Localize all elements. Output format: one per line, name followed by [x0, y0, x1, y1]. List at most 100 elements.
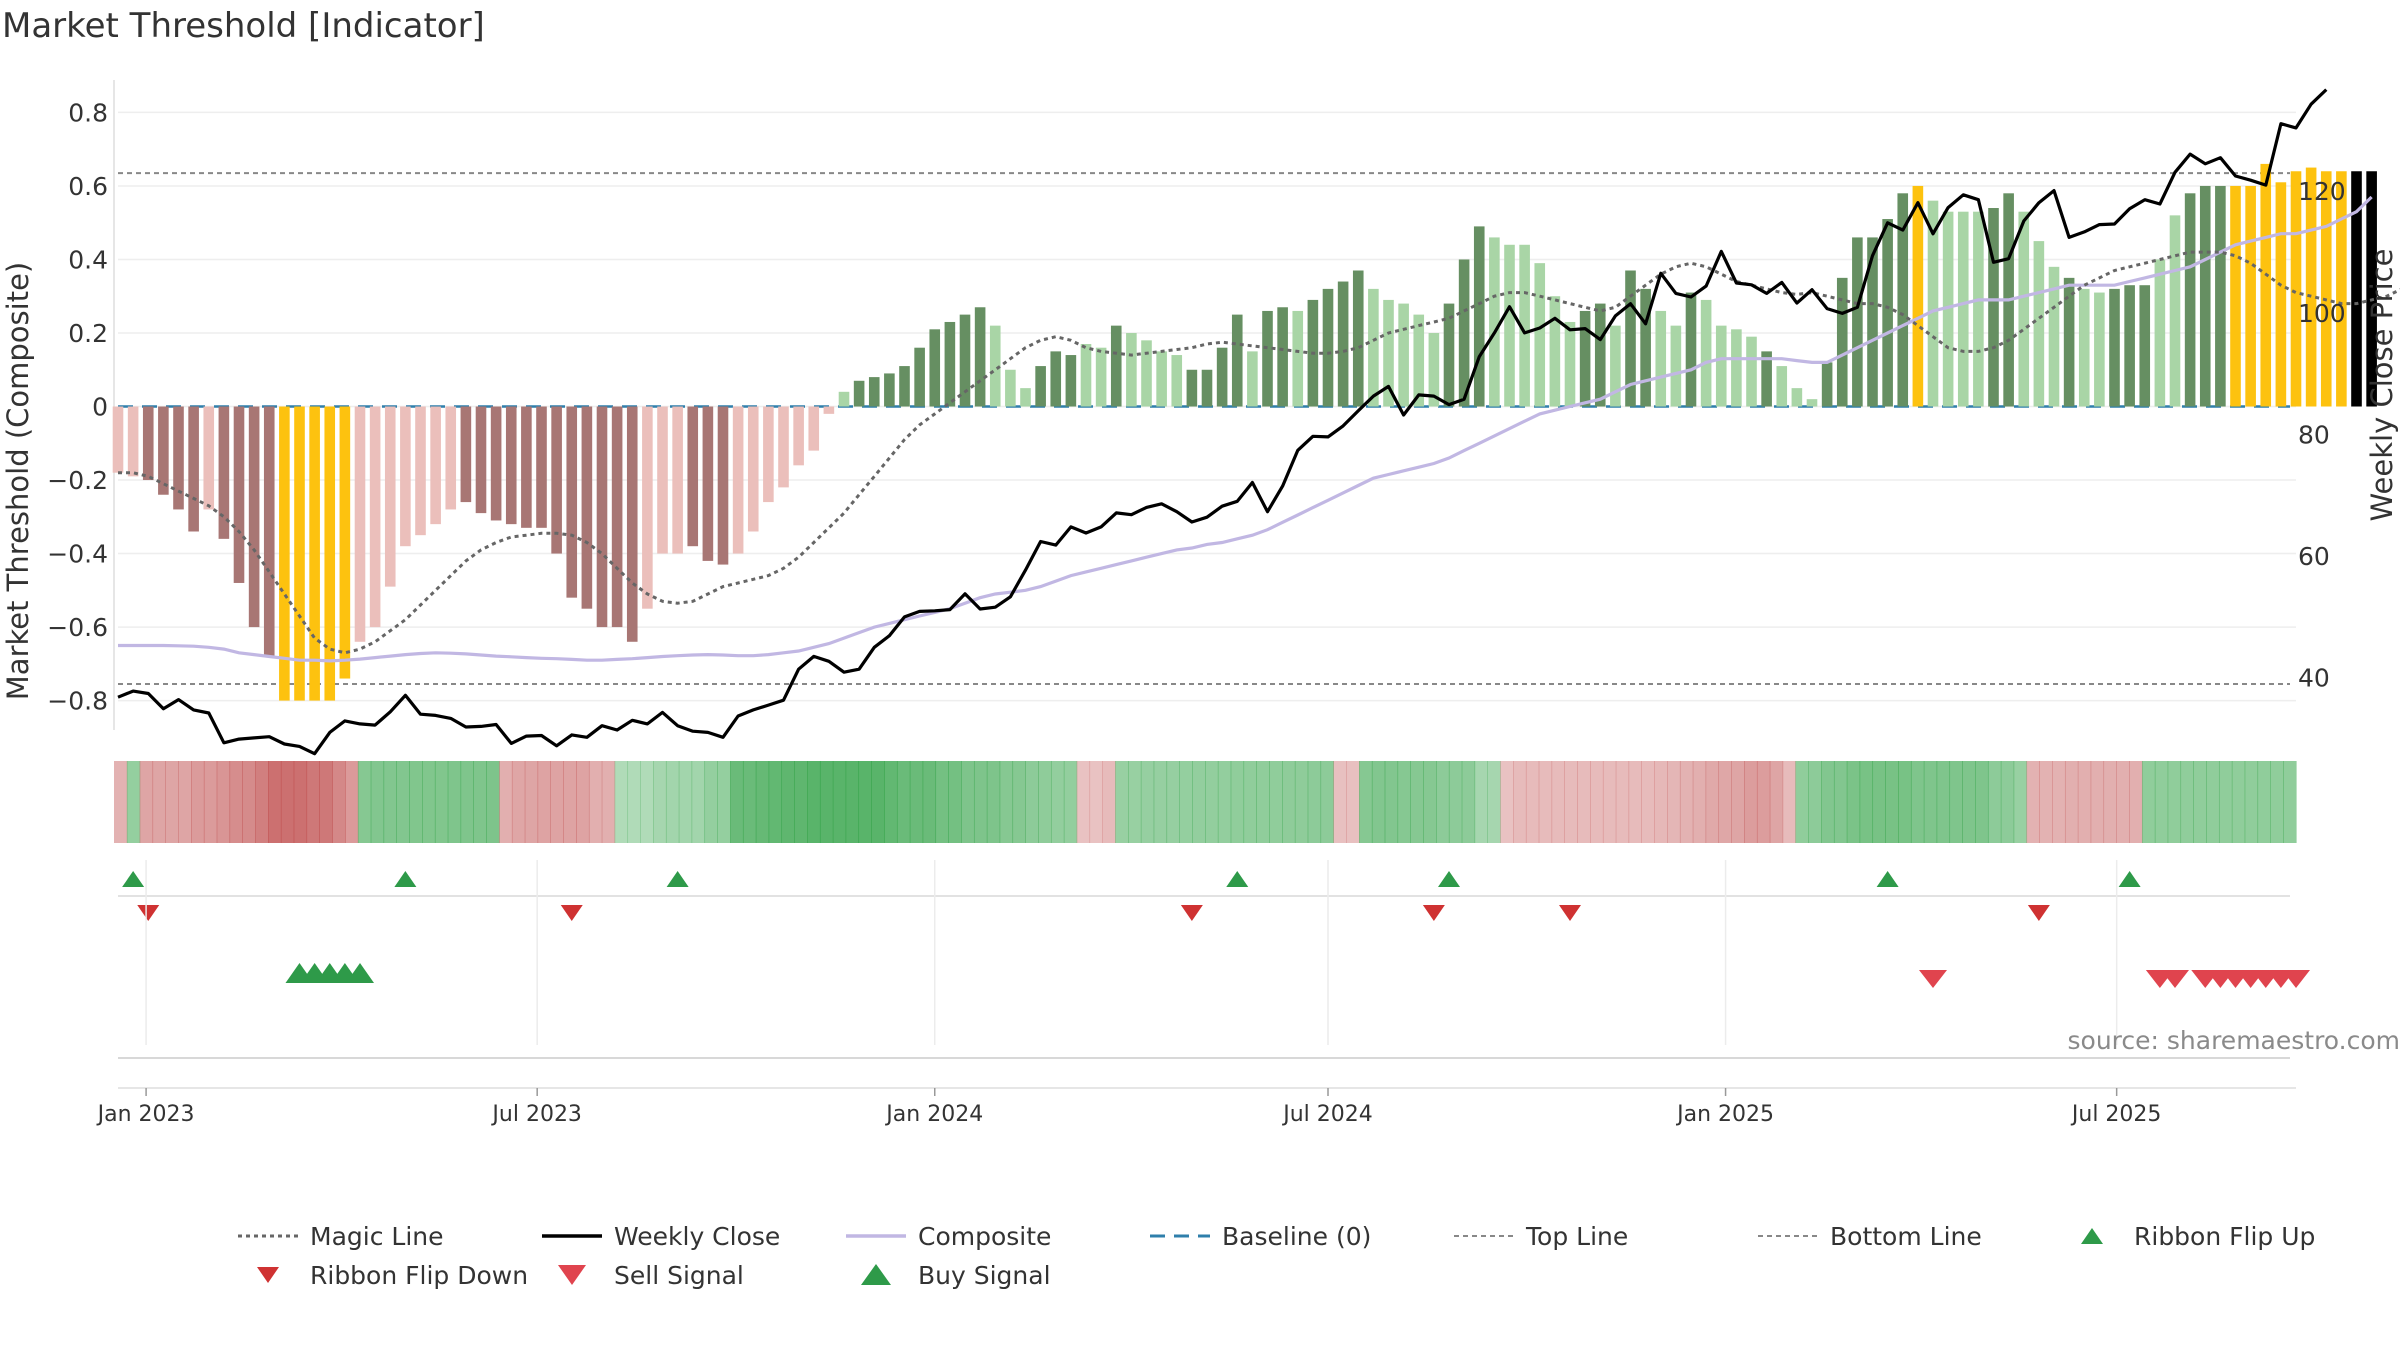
ribbon-cell	[1654, 761, 1668, 843]
threshold-bar	[536, 406, 547, 528]
ribbon-cell	[1731, 761, 1745, 843]
ribbon-cell	[2283, 761, 2297, 843]
threshold-bar	[838, 391, 850, 407]
threshold-bar	[248, 406, 260, 628]
threshold-bar	[551, 406, 562, 554]
legend-item: Ribbon Flip Up	[2081, 1222, 2315, 1251]
ribbon-cell	[1102, 761, 1116, 843]
ribbon-cell	[1975, 761, 1989, 843]
threshold-bar	[2351, 171, 2362, 407]
threshold-bar	[1504, 244, 1515, 407]
ribbon-cell	[2206, 761, 2220, 843]
ribbon-cell	[2270, 761, 2284, 843]
x-axis-ticks: Jan 2023 Jul 2023 Jan 2024 Jul 2024 Jan 2025…	[96, 860, 2161, 1127]
ribbon-cell	[1076, 761, 1091, 843]
threshold-bar	[2215, 185, 2226, 407]
ribbon-cell	[1577, 761, 1591, 843]
ribbon-cell	[576, 761, 590, 843]
y2-tick-label: 100	[2298, 299, 2346, 328]
ribbon-cell	[537, 761, 551, 843]
threshold-bar	[672, 406, 683, 554]
ribbon-cell	[2218, 761, 2233, 843]
ribbon-cell	[1846, 761, 1861, 843]
ribbon-flip-up-marker	[2118, 871, 2141, 887]
ribbon-cell	[2116, 761, 2130, 843]
ribbon-cell	[1987, 761, 2002, 843]
ribbon-cell	[524, 761, 539, 843]
ribbon-cell	[268, 761, 282, 843]
ribbon-cell	[178, 761, 192, 843]
ribbon-cell	[614, 761, 629, 843]
ribbon-cell	[1423, 761, 1437, 843]
signal-markers	[118, 871, 2310, 1089]
ribbon-strip	[114, 761, 2297, 843]
y2-tick-label: 60	[2298, 542, 2330, 571]
threshold-bar	[793, 406, 804, 466]
ribbon-cell	[640, 761, 654, 843]
ribbon-cell	[858, 761, 872, 843]
ribbon-cell	[922, 761, 937, 843]
threshold-bar	[2260, 163, 2272, 407]
threshold-bar	[142, 406, 154, 481]
threshold-bar	[1973, 211, 1984, 407]
threshold-bar	[1700, 299, 1712, 407]
threshold-bar	[1791, 388, 1803, 407]
ribbon-cell	[332, 761, 346, 843]
right-axis-ticks: 120 100 80 60 40	[2298, 177, 2346, 693]
threshold-bar	[2033, 241, 2045, 407]
y-tick-label: 0.2	[68, 319, 108, 348]
ribbon-cell	[1115, 761, 1129, 843]
threshold-bar	[324, 406, 336, 701]
legend-item: Buy Signal	[861, 1261, 1051, 1290]
ribbon-cell	[1628, 761, 1642, 843]
threshold-bar	[747, 406, 759, 532]
legend-label: Bottom Line	[1830, 1222, 1982, 1251]
ribbon-flip-down-marker	[1180, 905, 1203, 921]
ribbon-cell	[1615, 761, 1630, 843]
ribbon-cell	[1166, 761, 1180, 843]
ribbon-cell	[1192, 761, 1206, 843]
threshold-bar	[430, 406, 441, 525]
threshold-bar	[884, 373, 895, 407]
ribbon-cell	[126, 761, 141, 843]
ribbon-cell	[1243, 761, 1257, 843]
threshold-bar	[1443, 303, 1455, 407]
threshold-bar	[1020, 388, 1031, 407]
ribbon-cell	[807, 761, 821, 843]
ribbon-cell	[871, 761, 885, 843]
threshold-bar	[1685, 292, 1697, 407]
y2-tick-label: 40	[2298, 664, 2330, 693]
threshold-bar	[1489, 237, 1500, 407]
threshold-bar	[687, 406, 699, 547]
legend-label: Magic Line	[310, 1222, 444, 1251]
threshold-bar	[1065, 355, 1077, 407]
threshold-bar	[490, 406, 502, 521]
ribbon-cell	[1140, 761, 1155, 843]
ribbon-cell	[1307, 761, 1322, 843]
x-tick-label: Jan 2025	[1675, 1102, 1774, 1127]
ribbon-cell	[383, 761, 397, 843]
y-axis-label: Market Threshold (Composite)	[1, 262, 35, 700]
ribbon-cell	[1320, 761, 1334, 843]
threshold-bar	[2109, 288, 2120, 407]
ribbon-cell	[1962, 761, 1976, 843]
threshold-bar	[566, 406, 578, 598]
threshold-bar	[1428, 332, 1440, 407]
threshold-bar	[1549, 296, 1561, 407]
ribbon-cell	[499, 761, 513, 843]
ribbon-cell	[678, 761, 693, 843]
threshold-bar	[460, 406, 472, 503]
ribbon-cell	[1012, 761, 1026, 843]
legend-label: Top Line	[1525, 1222, 1628, 1251]
ribbon-cell	[768, 761, 783, 843]
threshold-bar	[657, 406, 668, 554]
threshold-bar	[1761, 351, 1772, 407]
threshold-bar	[1095, 347, 1107, 407]
threshold-bar	[2230, 185, 2241, 407]
y-tick-label: 0.8	[68, 98, 108, 127]
ribbon-cell	[2154, 761, 2169, 843]
threshold-bar	[2094, 292, 2105, 407]
legend-label: Buy Signal	[918, 1261, 1051, 1290]
ribbon-cell	[1089, 761, 1103, 843]
ribbon-cell	[1590, 761, 1604, 843]
